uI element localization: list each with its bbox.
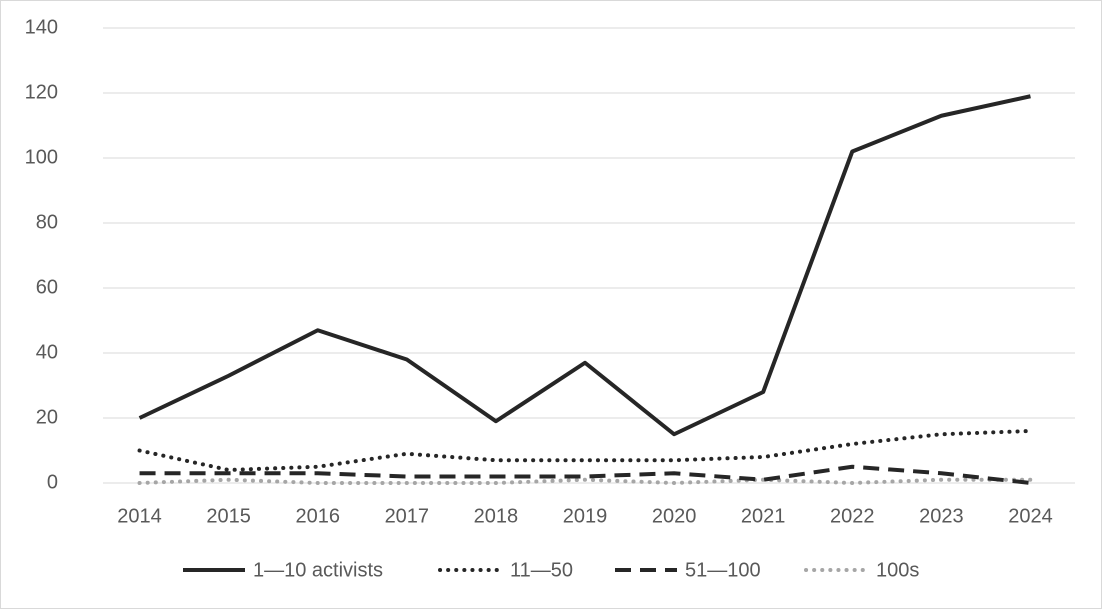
series-line — [138, 94, 1031, 437]
y-tick-label: 80 — [36, 211, 58, 233]
series-line — [137, 477, 1033, 485]
legend-label: 100s — [876, 559, 919, 581]
y-tick-label: 40 — [36, 341, 58, 363]
y-tick-label: 0 — [47, 471, 58, 493]
x-tick-label: 2022 — [830, 505, 875, 527]
x-tick-label: 2021 — [741, 505, 786, 527]
x-tick-label: 2018 — [474, 505, 519, 527]
y-tick-label: 120 — [25, 81, 58, 103]
x-tick-label: 2023 — [919, 505, 964, 527]
y-tick-label: 140 — [25, 16, 58, 38]
x-tick-label: 2014 — [117, 505, 162, 527]
x-tick-label: 2015 — [206, 505, 251, 527]
series-line — [137, 429, 1033, 472]
x-tick-label: 2020 — [652, 505, 697, 527]
legend-label: 1—10 activists — [253, 559, 383, 581]
y-tick-label: 60 — [36, 276, 58, 298]
legend-label: 11—50 — [510, 559, 573, 581]
x-tick-label: 2019 — [563, 505, 608, 527]
x-tick-label: 2017 — [385, 505, 430, 527]
x-tick-label: 2024 — [1008, 505, 1053, 527]
legend-label: 51—100 — [685, 559, 761, 581]
y-tick-label: 20 — [36, 406, 58, 428]
x-tick-label: 2016 — [295, 505, 340, 527]
y-tick-label: 100 — [25, 146, 58, 168]
